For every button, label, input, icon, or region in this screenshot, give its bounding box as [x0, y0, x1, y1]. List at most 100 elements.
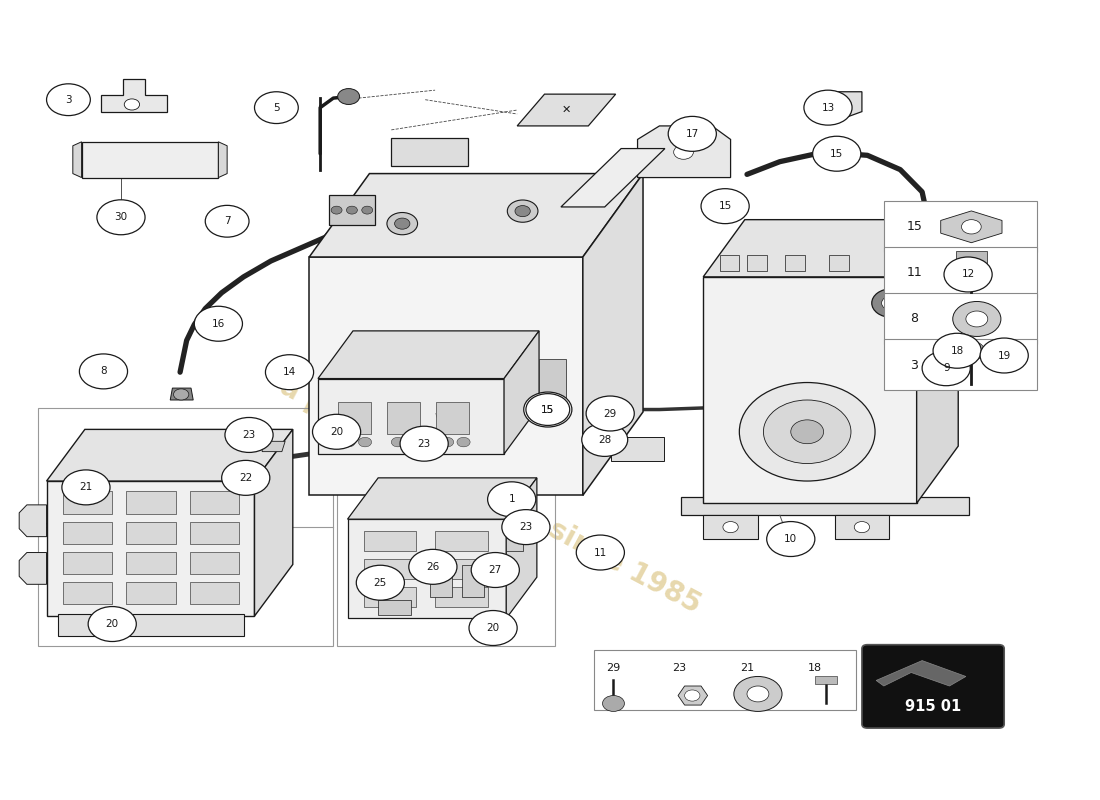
Circle shape	[668, 116, 716, 151]
Text: 3: 3	[65, 94, 72, 105]
Bar	[364, 586, 417, 606]
Polygon shape	[638, 126, 730, 178]
Text: 15: 15	[718, 201, 732, 211]
Circle shape	[767, 522, 815, 557]
Polygon shape	[818, 92, 862, 123]
Text: 27: 27	[488, 565, 502, 575]
Circle shape	[222, 460, 270, 495]
Circle shape	[933, 334, 981, 368]
Polygon shape	[318, 378, 504, 454]
Text: 30: 30	[114, 212, 128, 222]
Text: a passion for parts since 1985: a passion for parts since 1985	[275, 372, 705, 618]
Bar	[57, 614, 243, 636]
Bar	[815, 677, 837, 685]
Text: 10: 10	[784, 534, 798, 544]
Text: 12: 12	[961, 270, 975, 279]
Text: 16: 16	[212, 318, 226, 329]
Polygon shape	[583, 174, 643, 495]
Polygon shape	[19, 505, 46, 537]
Circle shape	[763, 400, 851, 463]
Circle shape	[79, 354, 128, 389]
Text: 915 01: 915 01	[905, 699, 961, 714]
Polygon shape	[101, 79, 167, 113]
Text: 13: 13	[822, 102, 835, 113]
Circle shape	[524, 392, 572, 427]
Circle shape	[387, 213, 418, 234]
Circle shape	[441, 438, 453, 447]
Circle shape	[980, 338, 1028, 373]
Polygon shape	[318, 331, 539, 378]
Polygon shape	[506, 478, 537, 618]
Polygon shape	[309, 257, 583, 495]
Text: 20: 20	[106, 619, 119, 629]
Circle shape	[958, 342, 984, 360]
Circle shape	[392, 438, 405, 447]
Circle shape	[734, 677, 782, 711]
Bar	[462, 566, 484, 597]
Polygon shape	[678, 686, 707, 705]
Bar	[63, 522, 112, 544]
Text: 23: 23	[242, 430, 255, 440]
Text: 11: 11	[594, 547, 607, 558]
Text: 17: 17	[685, 129, 698, 139]
Bar	[337, 471, 556, 646]
Circle shape	[881, 296, 901, 310]
Text: 20: 20	[486, 623, 499, 633]
Circle shape	[331, 206, 342, 214]
Bar	[883, 201, 1037, 252]
Circle shape	[804, 90, 853, 125]
Polygon shape	[309, 174, 644, 257]
Circle shape	[356, 566, 405, 600]
Circle shape	[582, 423, 628, 457]
Bar	[883, 246, 1037, 298]
Circle shape	[953, 302, 1001, 337]
Bar	[81, 142, 219, 178]
Circle shape	[62, 470, 110, 505]
Bar	[436, 586, 487, 606]
Circle shape	[507, 200, 538, 222]
Circle shape	[395, 218, 410, 229]
Polygon shape	[19, 553, 46, 584]
Circle shape	[515, 206, 530, 217]
Bar	[829, 255, 849, 271]
Bar	[436, 559, 487, 578]
Bar	[506, 519, 522, 551]
Bar	[956, 251, 987, 263]
Text: 21: 21	[740, 662, 755, 673]
Text: 5: 5	[273, 102, 279, 113]
Polygon shape	[916, 220, 958, 503]
Text: ✕: ✕	[562, 105, 571, 115]
Polygon shape	[940, 211, 1002, 242]
Circle shape	[88, 606, 136, 642]
Polygon shape	[504, 331, 539, 454]
Text: 29: 29	[604, 409, 617, 418]
Text: 14: 14	[283, 367, 296, 377]
Text: 8: 8	[100, 366, 107, 376]
Circle shape	[586, 396, 635, 431]
Circle shape	[961, 220, 981, 234]
Bar	[719, 255, 739, 271]
Circle shape	[739, 382, 876, 481]
Polygon shape	[703, 220, 958, 277]
Polygon shape	[392, 138, 468, 166]
Bar	[37, 408, 333, 646]
Circle shape	[400, 426, 448, 461]
Circle shape	[944, 257, 992, 292]
Circle shape	[872, 289, 911, 318]
Polygon shape	[219, 142, 227, 178]
Text: 3: 3	[911, 358, 918, 371]
Polygon shape	[46, 430, 293, 481]
Bar	[539, 358, 566, 398]
Bar	[63, 552, 112, 574]
Bar	[338, 402, 371, 434]
Text: 15: 15	[906, 220, 923, 234]
Polygon shape	[703, 277, 916, 503]
Circle shape	[174, 389, 189, 400]
Text: 18: 18	[807, 662, 822, 673]
Circle shape	[342, 438, 355, 447]
Circle shape	[471, 553, 519, 587]
Polygon shape	[835, 515, 889, 539]
Circle shape	[747, 686, 769, 702]
Circle shape	[408, 438, 421, 447]
Bar	[387, 402, 420, 434]
